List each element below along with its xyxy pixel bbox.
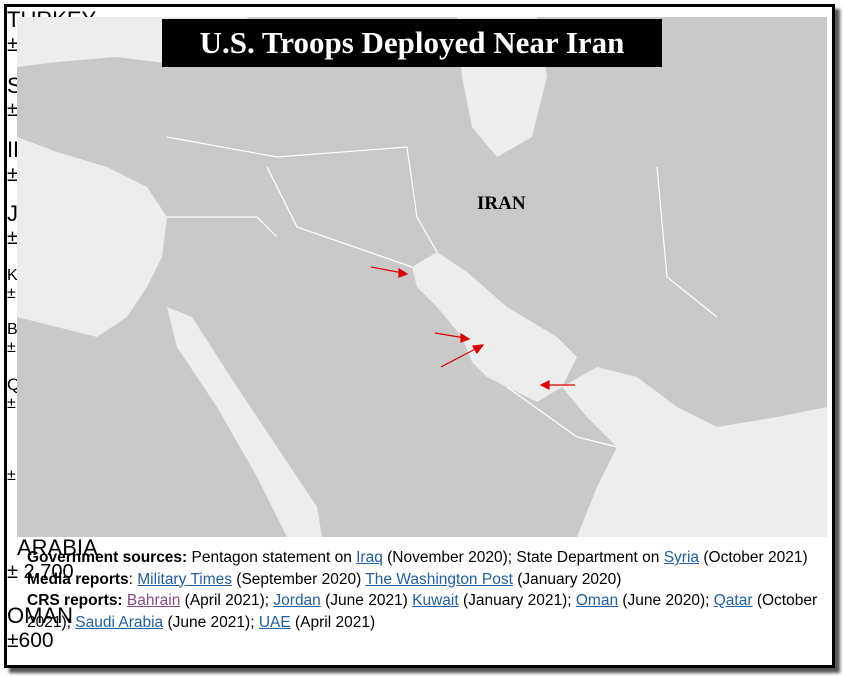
title: U.S. Troops Deployed Near Iran: [162, 19, 662, 67]
source-text: (January 2020): [512, 570, 622, 588]
source-text: (January 2021);: [458, 592, 576, 609]
arrowhead: [539, 380, 550, 390]
borders: [166, 136, 718, 448]
source-text: Government sources:: [27, 549, 188, 566]
source-link[interactable]: Oman: [575, 592, 619, 609]
deployment-label: OMAN ±600: [7, 603, 126, 671]
border: [406, 146, 438, 253]
source-link[interactable]: Military Times: [137, 570, 232, 588]
source-text: (April 2021);: [180, 592, 274, 609]
source-text: (June 2021);: [163, 613, 259, 631]
source-link[interactable]: Syria: [663, 549, 700, 566]
border: [506, 386, 618, 448]
source-text: (October 2021): [699, 549, 808, 566]
source-text: Media reports: [27, 570, 129, 588]
arrowhead: [460, 332, 471, 343]
source-link[interactable]: Saudi Arabia: [75, 613, 164, 631]
source-text: (September 2020): [232, 570, 366, 588]
pointers: [370, 266, 575, 390]
troop-count: ± 2,700: [7, 561, 74, 583]
source-text: CRS reports:: [27, 592, 123, 609]
source-text: (June 2021): [320, 592, 413, 609]
border: [167, 216, 278, 238]
border: [166, 136, 408, 158]
source-text: (October 2021);: [27, 592, 822, 631]
sources: Government sources: Pentagon statement o…: [27, 547, 827, 633]
pointer: [434, 332, 466, 339]
source-text: (November 2020); State Department on: [382, 549, 664, 566]
troop-count: ±600: [7, 629, 54, 652]
country-name: OMAN: [7, 603, 73, 628]
source-text: (June 2020);: [618, 592, 714, 609]
source-link[interactable]: Kuwait: [412, 592, 459, 609]
source-text: :: [128, 570, 138, 588]
pointer: [440, 346, 480, 368]
map: [17, 17, 827, 537]
border: [656, 166, 718, 318]
source-link[interactable]: Jordan: [273, 592, 321, 609]
frame: U.S. Troops Deployed Near Iran IRAN TURK…: [4, 4, 835, 668]
map-label: IRAN: [477, 193, 526, 214]
arrowhead: [472, 344, 485, 355]
border: [266, 166, 413, 268]
source-link[interactable]: UAE: [258, 613, 291, 631]
mediterranean: [17, 137, 167, 337]
source-link[interactable]: Bahrain: [126, 592, 181, 609]
red-sea: [167, 307, 322, 537]
arrowhead: [398, 267, 409, 278]
source-link[interactable]: Iraq: [356, 549, 383, 566]
pointer: [370, 266, 404, 274]
source-link[interactable]: Qatar: [713, 592, 753, 609]
source-link[interactable]: The Washington Post: [365, 570, 513, 588]
source-text: Pentagon statement on: [187, 549, 357, 566]
source-text: (April 2021): [290, 613, 376, 631]
arabian-sea: [562, 367, 827, 537]
persian-gulf: [412, 252, 577, 402]
